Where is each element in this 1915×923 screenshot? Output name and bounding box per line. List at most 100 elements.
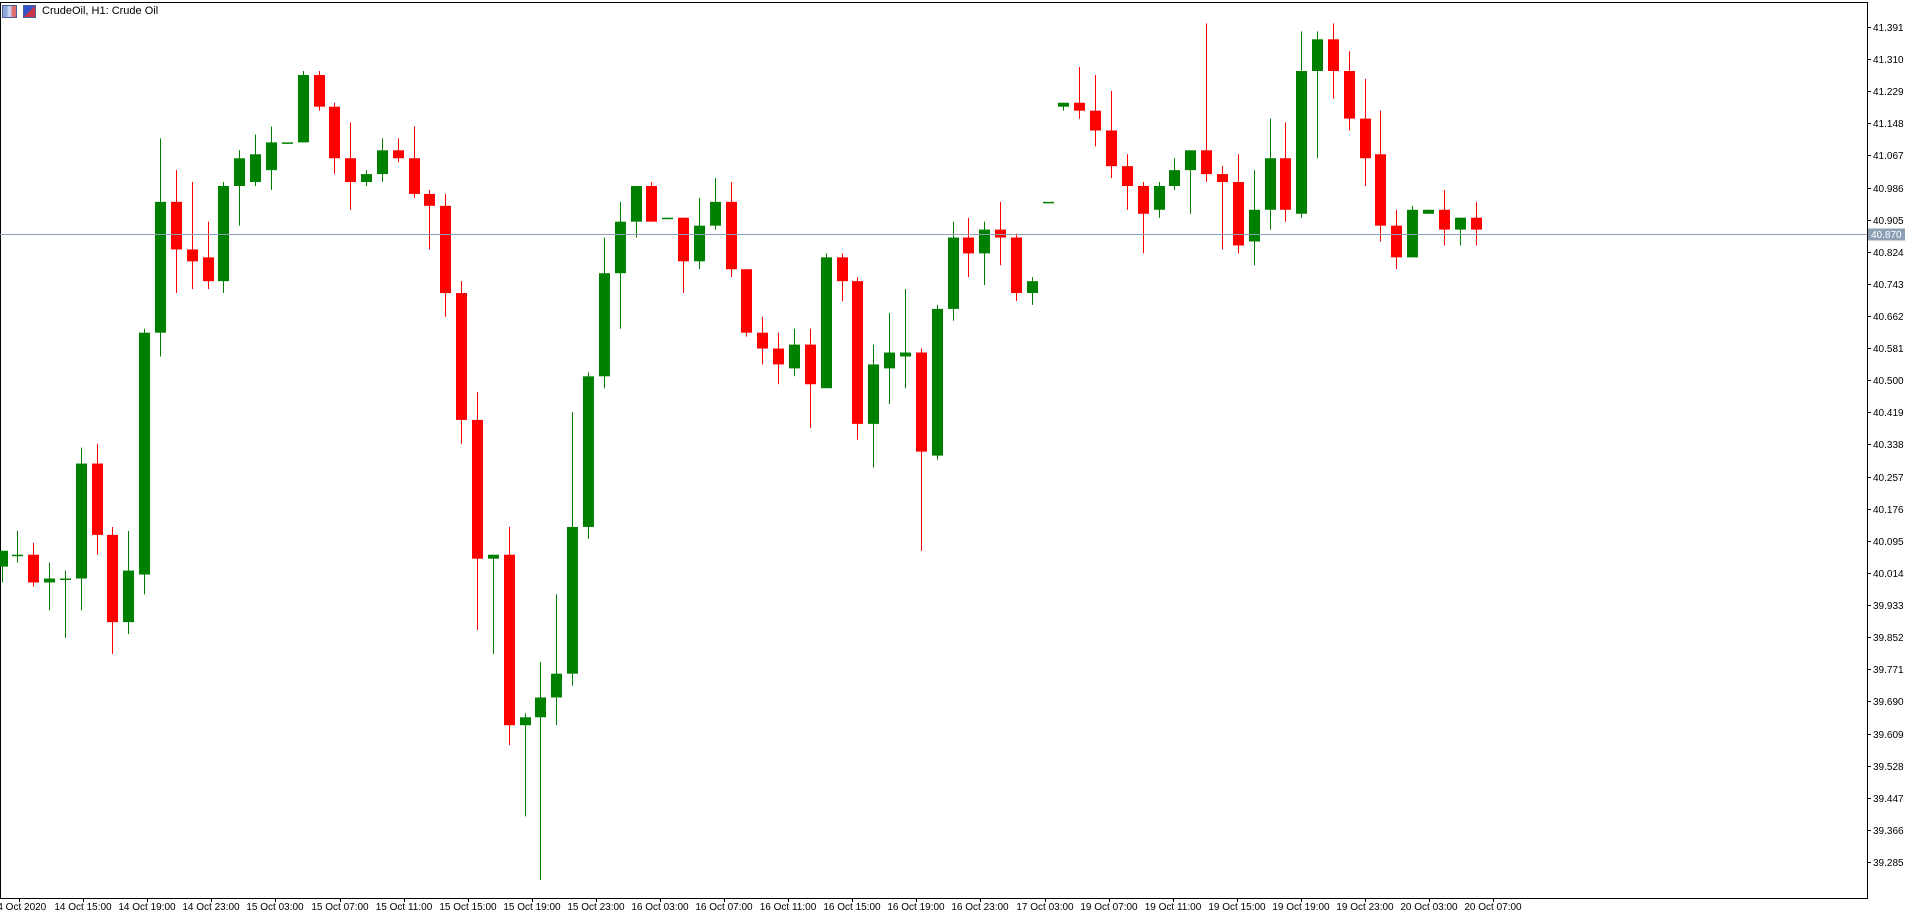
bear-candle[interactable] [187,182,198,290]
bear-candle[interactable] [409,126,420,198]
bull-candle[interactable] [123,530,134,635]
bull-candle[interactable] [599,237,610,389]
symbol-icon[interactable] [23,4,36,18]
bull-candle[interactable] [282,142,293,144]
bull-candle[interactable] [298,71,309,143]
bull-candle[interactable] [1423,209,1434,214]
bull-candle[interactable] [266,126,277,190]
bear-candle[interactable] [504,526,515,746]
bear-candle[interactable] [773,332,784,385]
bull-candle[interactable] [567,411,578,686]
bull-candle[interactable] [662,217,673,220]
bear-candle[interactable] [916,348,927,551]
bear-candle[interactable] [329,102,340,175]
bull-candle[interactable] [868,344,879,468]
bull-candle[interactable] [1027,277,1038,305]
bear-candle[interactable] [1122,154,1133,210]
bear-candle[interactable] [456,281,467,444]
bull-candle[interactable] [1154,182,1165,218]
bull-candle[interactable] [821,253,832,389]
bear-candle[interactable] [741,269,752,337]
bear-candle[interactable] [472,392,483,631]
bull-candle[interactable] [1185,150,1196,214]
bear-candle[interactable] [678,217,689,294]
bear-candle[interactable] [1233,154,1244,254]
bull-candle[interactable] [12,530,23,563]
bear-candle[interactable] [837,253,848,301]
bull-candle[interactable] [1296,31,1307,218]
bear-candle[interactable] [757,316,768,365]
bear-candle[interactable] [28,542,39,587]
bull-candle[interactable] [361,170,372,186]
bear-candle[interactable] [646,182,657,222]
bear-candle[interactable] [1471,201,1482,246]
bear-candle[interactable] [1011,233,1022,301]
bull-candle[interactable] [234,150,245,226]
bear-candle[interactable] [1391,209,1402,270]
bull-candle[interactable] [900,289,911,389]
bull-candle[interactable] [1455,217,1466,246]
plot-area[interactable] [0,2,1868,899]
bear-candle[interactable] [1344,51,1355,131]
bull-candle[interactable] [44,562,55,611]
bear-candle[interactable] [1280,122,1291,222]
bull-candle[interactable] [155,138,166,357]
bear-candle[interactable] [314,71,325,111]
bull-candle[interactable] [631,185,642,238]
bull-candle[interactable] [535,661,546,880]
bear-candle[interactable] [171,170,182,294]
bear-candle[interactable] [1360,78,1371,186]
bear-candle[interactable] [1217,166,1228,250]
bear-candle[interactable] [726,182,737,278]
bull-candle[interactable] [1407,205,1418,258]
bear-candle[interactable] [852,277,863,440]
bear-candle[interactable] [107,526,118,654]
bull-candle[interactable] [884,312,895,405]
bear-candle[interactable] [424,189,435,250]
bull-candle[interactable] [615,201,626,329]
bull-candle[interactable] [1058,102,1069,111]
bear-candle[interactable] [995,201,1006,266]
bull-candle[interactable] [1249,170,1260,266]
bear-candle[interactable] [1439,189,1450,246]
bull-candle[interactable] [1043,201,1054,204]
bull-candle[interactable] [789,328,800,377]
bull-candle[interactable] [520,713,531,817]
bull-candle[interactable] [1265,118,1276,230]
bull-candle[interactable] [0,550,8,583]
bear-candle[interactable] [1074,67,1085,119]
bear-candle[interactable] [345,122,356,210]
bull-candle[interactable] [1312,31,1323,159]
bull-candle[interactable] [488,554,499,654]
bull-candle[interactable] [948,221,959,321]
bull-candle[interactable] [583,372,594,539]
bull-candle[interactable] [551,594,562,726]
bull-candle[interactable] [710,178,721,230]
bull-candle[interactable] [139,328,150,595]
bear-candle[interactable] [1201,23,1212,183]
bull-candle[interactable] [250,134,261,186]
chart-type-icon[interactable] [2,4,17,18]
bull-candle[interactable] [218,182,229,294]
bear-candle[interactable] [203,221,214,290]
time-axis[interactable]: 14 Oct 2020 14 Oct 15:00 14 Oct 19:00 14 Oc… [0,898,1522,913]
bull-candle[interactable] [1169,158,1180,190]
bull-candle[interactable] [377,138,388,183]
bull-candle[interactable] [694,197,705,270]
bear-candle[interactable] [1328,23,1339,99]
bear-candle[interactable] [963,217,974,278]
bear-candle[interactable] [1138,182,1149,254]
bull-candle[interactable] [60,570,71,638]
price-axis[interactable]: 41.391 41.310 41.229 41.148 41.067 40.986 40.9… [1867,23,1904,869]
bear-candle[interactable] [805,328,816,428]
bull-candle[interactable] [76,447,87,611]
bear-candle[interactable] [1090,74,1101,147]
bear-candle[interactable] [393,138,404,163]
bear-candle[interactable] [92,443,103,555]
bear-candle[interactable] [440,193,451,317]
bull-candle[interactable] [979,221,990,286]
bear-candle[interactable] [1375,110,1386,242]
bull-candle[interactable] [932,304,943,460]
